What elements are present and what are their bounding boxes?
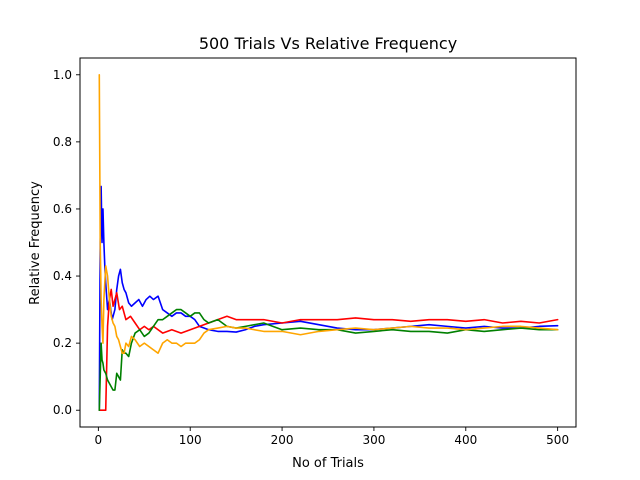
y-axis-ticks: 0.0 0.2 0.4 0.6 0.8 1.0 xyxy=(53,68,80,417)
x-axis-ticks: 0 100 200 300 400 500 xyxy=(95,427,569,447)
x-tick-label: 100 xyxy=(179,433,202,447)
series-layer xyxy=(98,73,559,412)
plot-frame xyxy=(79,57,577,428)
x-tick-label: 300 xyxy=(362,433,385,447)
series-line-3 xyxy=(98,308,559,412)
y-tick-label: 0.2 xyxy=(53,336,72,350)
x-tick-label: 0 xyxy=(95,433,103,447)
y-tick-label: 1.0 xyxy=(53,68,72,82)
x-tick-label: 500 xyxy=(546,433,569,447)
y-tick-label: 0.4 xyxy=(53,269,72,283)
y-tick-label: 0.8 xyxy=(53,135,72,149)
y-tick-label: 0.0 xyxy=(53,403,72,417)
x-tick-label: 400 xyxy=(454,433,477,447)
y-axis-label: Relative Frequency xyxy=(28,181,43,305)
x-axis-label: No of Trials xyxy=(292,456,364,471)
x-tick-label: 200 xyxy=(271,433,294,447)
chart-title: 500 Trials Vs Relative Frequency xyxy=(199,34,457,53)
y-tick-label: 0.6 xyxy=(53,202,72,216)
series-line-4 xyxy=(98,73,559,355)
